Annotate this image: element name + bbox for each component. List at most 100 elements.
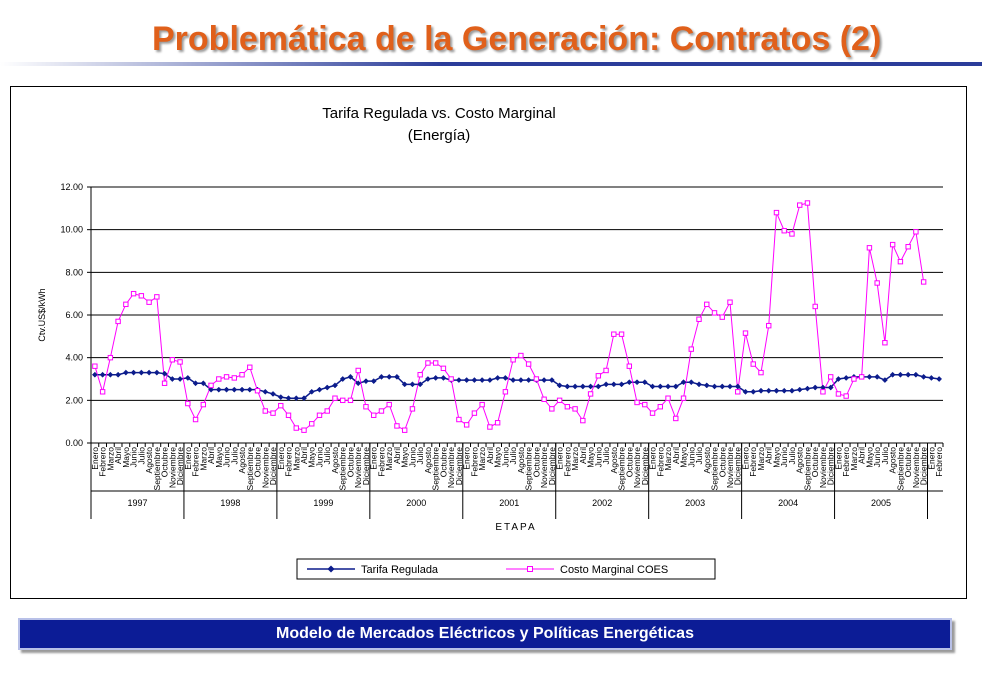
- x-month-label: Noviembre: [446, 447, 456, 488]
- data-point-costo-marginal: [750, 361, 756, 367]
- year-label: 2002: [592, 498, 612, 508]
- x-month-label: Agosto: [702, 447, 712, 474]
- data-point-costo-marginal: [820, 389, 826, 395]
- data-point-tarifa-regulada: [424, 376, 431, 382]
- x-month-label: Mayo: [214, 447, 224, 468]
- data-point-costo-marginal: [920, 279, 927, 285]
- x-month-label: Diciembre: [733, 447, 743, 486]
- data-point-costo-marginal: [680, 395, 687, 401]
- x-month-label: Mayo: [771, 447, 781, 468]
- data-point-costo-marginal: [665, 395, 671, 401]
- x-month-label: Febrero: [98, 447, 108, 477]
- year-label: 1997: [127, 498, 147, 508]
- data-point-tarifa-regulada: [696, 381, 702, 388]
- data-point-tarifa-regulada: [471, 377, 478, 384]
- data-point-tarifa-regulada: [339, 376, 346, 382]
- data-point-costo-marginal: [797, 202, 803, 208]
- data-point-costo-marginal: [913, 229, 919, 235]
- x-month-label: Diciembre: [547, 447, 557, 486]
- x-month-label: Noviembre: [632, 447, 642, 488]
- data-point-tarifa-regulada: [393, 373, 400, 380]
- data-point-costo-marginal: [657, 404, 663, 410]
- data-point-costo-marginal: [673, 415, 679, 422]
- y-tick-label: 2.00: [65, 395, 83, 405]
- chart-subtitle: (Energía): [408, 127, 471, 144]
- data-point-tarifa-regulada: [517, 377, 524, 384]
- data-point-costo-marginal: [866, 245, 873, 251]
- x-month-label: Diciembre: [268, 447, 278, 486]
- x-month-label: Marzo: [570, 447, 580, 471]
- data-point-tarifa-regulada: [936, 376, 943, 382]
- x-month-label: Marzo: [384, 447, 394, 471]
- data-point-costo-marginal: [812, 303, 818, 310]
- x-month-label: Mayo: [679, 447, 689, 468]
- year-label: 1998: [220, 498, 240, 508]
- data-point-tarifa-regulada: [502, 374, 509, 381]
- data-point-tarifa-regulada: [463, 377, 470, 384]
- x-month-label: Junio: [872, 447, 882, 468]
- x-month-label: Julio: [787, 447, 797, 465]
- data-point-costo-marginal: [897, 258, 904, 265]
- data-point-costo-marginal: [254, 388, 261, 394]
- x-month-label: Julio: [508, 447, 518, 465]
- data-point-costo-marginal: [146, 299, 152, 305]
- x-month-label: Octubre: [717, 447, 727, 478]
- data-point-tarifa-regulada: [169, 376, 176, 382]
- data-point-tarifa-regulada: [626, 379, 633, 386]
- x-month-label: Junio: [593, 447, 603, 468]
- y-tick-label: 6.00: [65, 310, 83, 320]
- year-label: 2000: [406, 498, 426, 508]
- data-point-tarifa-regulada: [920, 373, 927, 380]
- y-tick-label: 0.00: [65, 438, 83, 448]
- data-point-costo-marginal: [332, 395, 338, 401]
- x-month-label: Marzo: [477, 447, 487, 471]
- y-tick-label: 8.00: [65, 267, 83, 277]
- x-month-label: Marzo: [198, 447, 208, 471]
- x-month-label: Febrero: [748, 447, 758, 477]
- slide-title: Problemática de la Generación: Contratos…: [152, 20, 882, 58]
- x-month-label: Septiembre: [710, 447, 720, 491]
- data-point-tarifa-regulada: [122, 369, 129, 376]
- data-point-tarifa-regulada: [734, 383, 741, 390]
- data-point-costo-marginal: [432, 360, 439, 366]
- x-month-label: Noviembre: [260, 447, 270, 488]
- x-month-label: Enero: [462, 447, 472, 470]
- data-point-costo-marginal: [789, 231, 795, 237]
- data-point-tarifa-regulada: [541, 377, 548, 384]
- data-point-costo-marginal: [340, 397, 346, 404]
- data-point-costo-marginal: [518, 352, 524, 359]
- data-point-costo-marginal: [533, 376, 540, 382]
- data-point-costo-marginal: [262, 408, 268, 414]
- data-point-costo-marginal: [494, 420, 501, 426]
- data-point-costo-marginal: [301, 427, 307, 433]
- data-point-costo-marginal: [727, 299, 733, 305]
- data-point-tarifa-regulada: [719, 383, 726, 390]
- x-month-label: Diciembre: [454, 447, 464, 486]
- x-month-label: Julio: [415, 447, 425, 465]
- data-point-tarifa-regulada: [765, 387, 772, 394]
- data-point-tarifa-regulada: [804, 385, 811, 392]
- x-month-label: Junio: [686, 447, 696, 468]
- data-point-costo-marginal: [618, 331, 625, 337]
- data-point-tarifa-regulada: [758, 387, 764, 394]
- x-month-label: Noviembre: [353, 447, 363, 488]
- x-month-label: Enero: [183, 447, 193, 470]
- data-point-tarifa-regulada: [665, 383, 671, 390]
- data-point-costo-marginal: [123, 301, 129, 308]
- data-point-costo-marginal: [208, 382, 214, 389]
- x-month-label: Abril: [392, 447, 402, 464]
- data-point-costo-marginal: [487, 424, 493, 430]
- series-line-tarifa-regulada: [94, 371, 940, 399]
- data-point-costo-marginal: [285, 412, 292, 418]
- data-point-costo-marginal: [471, 410, 478, 416]
- chart-title: Tarifa Regulada vs. Costo Marginal: [322, 105, 555, 122]
- x-month-label: Octubre: [810, 447, 820, 478]
- x-month-label: Enero: [555, 447, 565, 470]
- x-month-label: Mayo: [586, 447, 596, 468]
- data-point-tarifa-regulada: [672, 383, 679, 390]
- x-month-label: Octubre: [345, 447, 355, 478]
- data-point-tarifa-regulada: [773, 387, 780, 394]
- data-point-tarifa-regulada: [928, 374, 935, 381]
- data-point-tarifa-regulada: [680, 379, 687, 386]
- data-point-tarifa-regulada: [355, 380, 362, 387]
